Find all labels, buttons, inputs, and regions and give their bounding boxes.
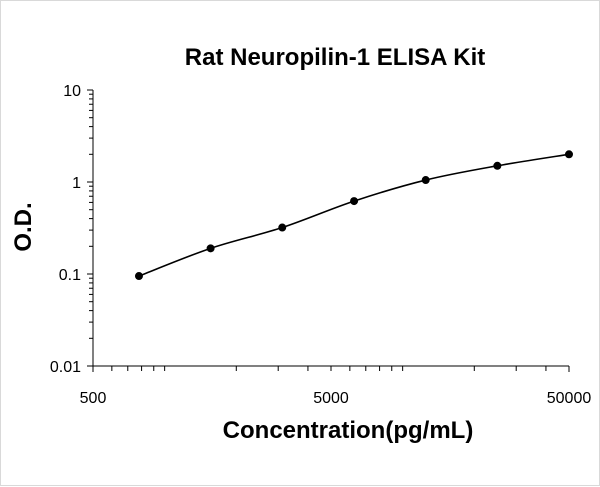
x-tick-label: 50000 xyxy=(547,390,592,407)
x-tick-label: 5000 xyxy=(313,390,349,407)
y-tick-label: 10 xyxy=(63,83,81,100)
data-point xyxy=(565,150,573,159)
fit-curve-layer xyxy=(138,153,570,277)
tick-labels: 10 1 0.1 0.01 500 5000 50000 xyxy=(50,83,591,407)
y-tick-label: 0.1 xyxy=(59,267,81,284)
data-point xyxy=(134,272,143,281)
data-point xyxy=(493,161,502,170)
y-tick-label: 0.01 xyxy=(50,359,81,376)
chart-title: Rat Neuropilin-1 ELISA Kit xyxy=(185,44,485,71)
data-point xyxy=(421,176,430,185)
y-tick-label: 1 xyxy=(72,175,81,192)
data-point xyxy=(350,197,359,206)
data-point xyxy=(206,244,215,253)
data-points xyxy=(134,150,573,281)
fit-curve xyxy=(138,153,570,277)
x-tick-label: 500 xyxy=(80,390,107,407)
axes xyxy=(87,89,570,372)
data-point xyxy=(278,223,287,232)
x-axis-title: Concentration(pg/mL) xyxy=(223,417,474,444)
y-axis-title: O.D. xyxy=(10,202,37,251)
